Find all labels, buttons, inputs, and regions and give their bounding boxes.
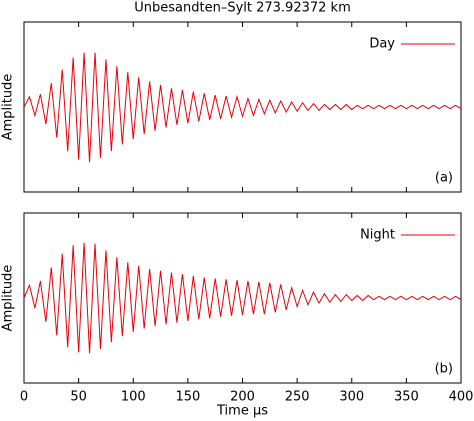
plot-frame (23, 212, 462, 384)
panel-label: (a) (435, 171, 453, 186)
x-tick-label: 350 (394, 390, 419, 405)
x-tick-label: 100 (121, 390, 146, 405)
panel-label: (b) (435, 362, 453, 377)
y-axis-label: Amplitude (1, 74, 16, 141)
x-tick-label: 250 (285, 390, 310, 405)
series-line (23, 52, 462, 163)
x-axis-label: Time µs (216, 404, 268, 419)
x-tick-label: 200 (230, 390, 255, 405)
x-tick-label: 300 (339, 390, 364, 405)
plot-frame (23, 21, 462, 193)
series-line (23, 242, 462, 354)
x-tick-label: 150 (175, 390, 200, 405)
x-tick-label: 400 (449, 390, 474, 405)
legend-label: Night (360, 228, 395, 243)
legend-label: Day (369, 37, 395, 52)
x-tick-label: 50 (70, 390, 87, 405)
x-tick-label: 0 (20, 390, 28, 405)
y-axis-label: Amplitude (1, 265, 16, 332)
chart-title: Unbesandten–Sylt 273.92372 km (134, 1, 350, 16)
